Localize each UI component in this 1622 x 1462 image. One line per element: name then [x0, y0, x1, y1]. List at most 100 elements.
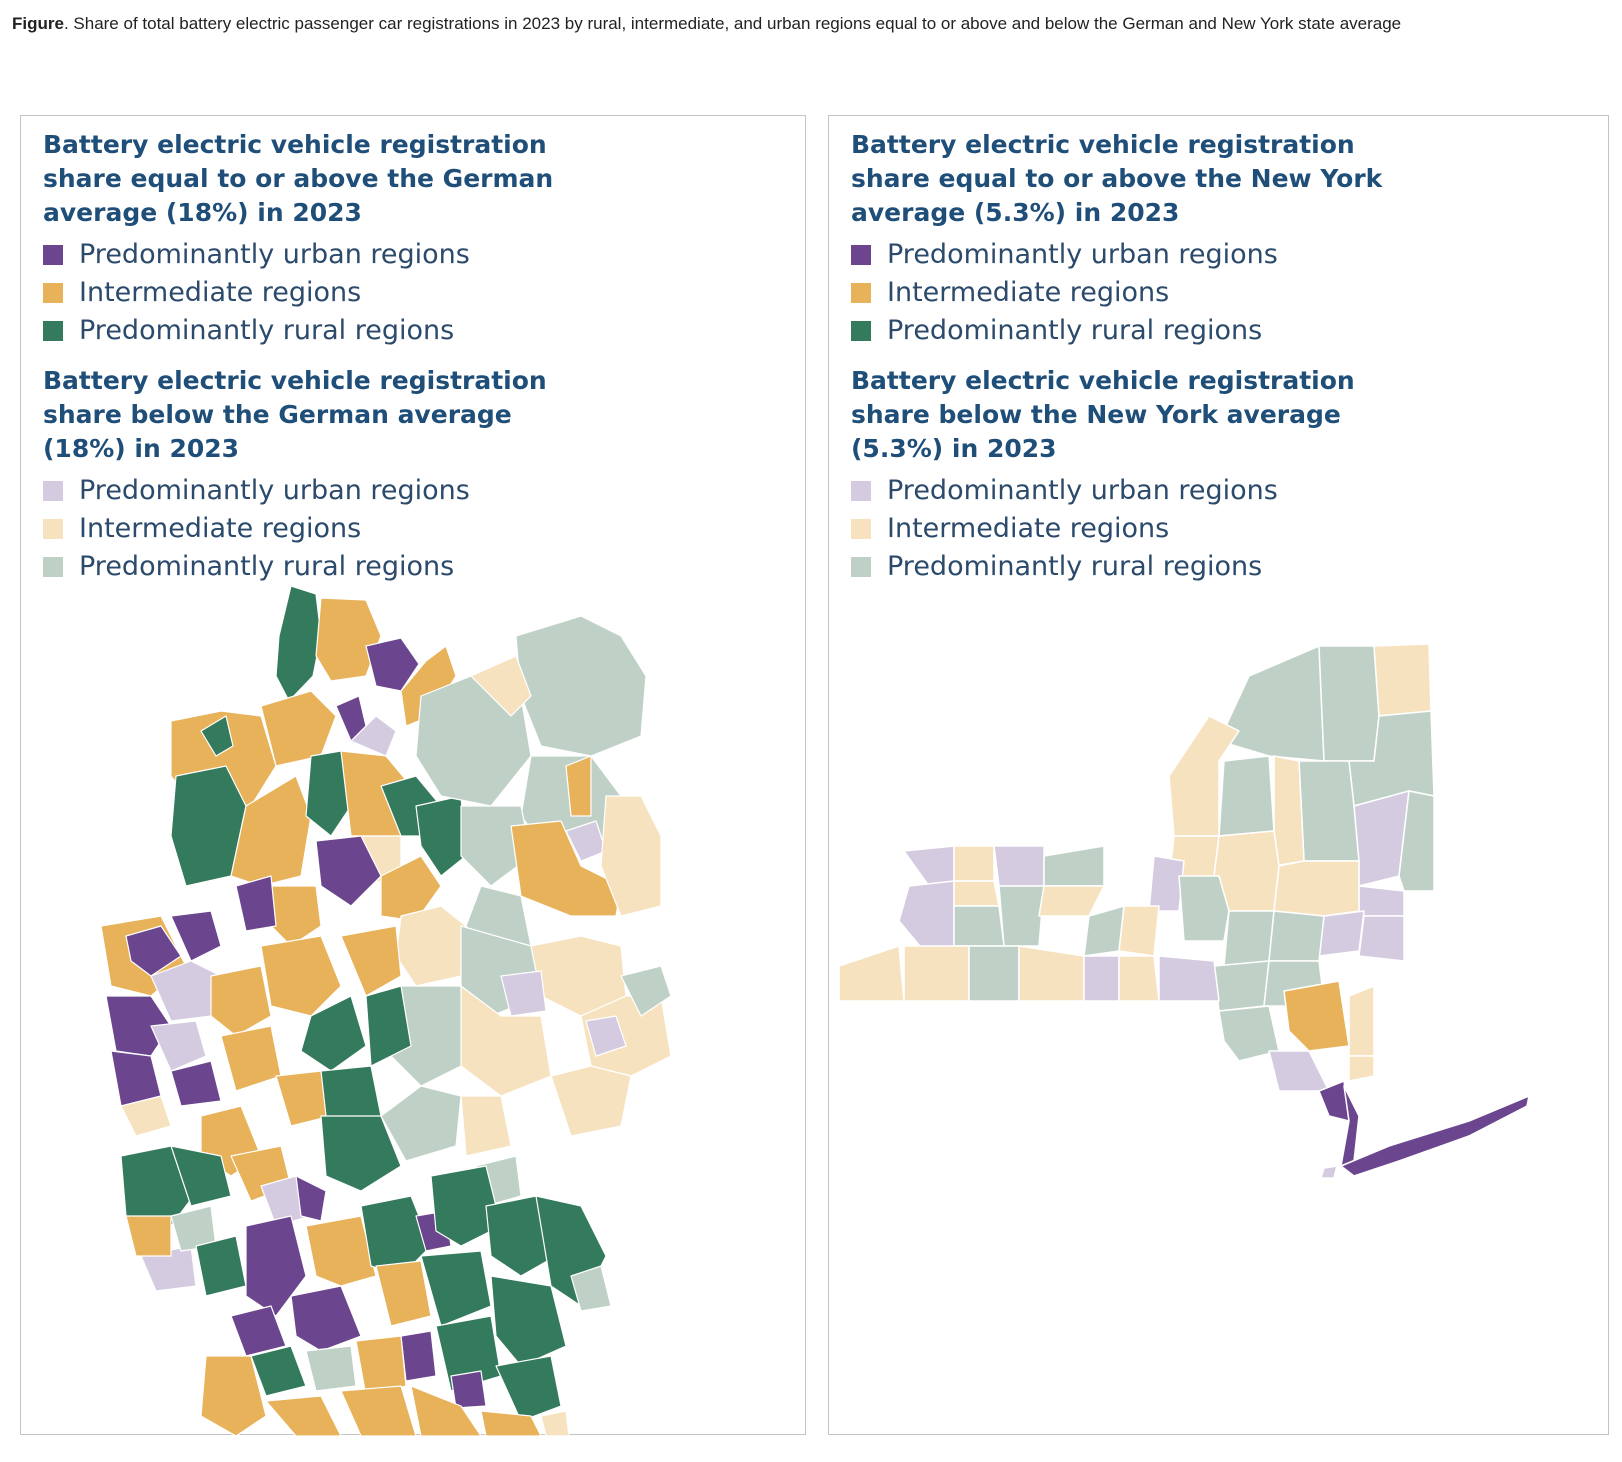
new-york-below-list: Predominantly urban regions Intermediate… — [851, 472, 1411, 586]
ny-county — [1118, 955, 1160, 1002]
ny-county — [968, 945, 1020, 1002]
ny-county — [953, 845, 995, 882]
intermediate-above-swatch — [43, 283, 63, 303]
rural-below-swatch — [43, 557, 63, 577]
de-region — [170, 1060, 222, 1107]
caption-text: . Share of total battery electric passen… — [63, 14, 1402, 33]
legend-item-urban-below: Predominantly urban regions — [43, 472, 603, 510]
legend-label: Intermediate regions — [887, 513, 1170, 544]
caption-label: Figure — [12, 14, 64, 33]
de-region — [340, 925, 402, 997]
ny-county — [1358, 885, 1405, 917]
legend-item-urban-above: Predominantly urban regions — [43, 236, 603, 274]
legend-label: Predominantly rural regions — [79, 315, 455, 346]
de-region — [395, 905, 467, 987]
de-region — [290, 1285, 362, 1352]
legend-item-intermediate-above: Intermediate regions — [851, 274, 1411, 312]
ny-county — [1148, 855, 1185, 912]
ny-county — [1158, 955, 1220, 1002]
de-region — [460, 1095, 512, 1157]
ny-county — [1348, 1055, 1375, 1082]
de-region — [565, 755, 592, 817]
ny-county — [1298, 760, 1360, 862]
de-region — [470, 655, 532, 717]
ny-county — [1358, 915, 1405, 962]
de-region — [120, 1095, 172, 1137]
de-region — [375, 1260, 432, 1327]
ny-county — [998, 885, 1045, 947]
de-region — [235, 875, 277, 932]
ny-county — [953, 905, 1005, 947]
de-region — [315, 597, 382, 682]
de-region — [515, 615, 647, 757]
de-region — [200, 1355, 267, 1436]
rural-above-swatch — [851, 321, 871, 341]
legend-item-rural-above: Predominantly rural regions — [851, 312, 1411, 350]
ny-county — [1218, 755, 1275, 837]
de-region — [260, 935, 342, 1017]
de-region — [305, 750, 352, 837]
rural-above-swatch — [43, 321, 63, 341]
ny-county — [1273, 860, 1360, 917]
de-region — [230, 1305, 287, 1357]
de-region — [365, 985, 412, 1067]
de-region — [380, 855, 442, 922]
de-region — [305, 1345, 357, 1392]
de-region — [320, 1115, 402, 1192]
legend-item-urban-below: Predominantly urban regions — [851, 472, 1411, 510]
intermediate-below-swatch — [43, 519, 63, 539]
ny-county — [1318, 645, 1380, 762]
de-region — [585, 1015, 627, 1057]
de-region — [490, 1275, 567, 1367]
de-region — [150, 1020, 207, 1072]
de-region — [315, 835, 382, 907]
ny-county — [1398, 790, 1435, 892]
ny-county — [1218, 645, 1325, 762]
de-region — [305, 1215, 377, 1287]
rural-below-swatch — [851, 557, 871, 577]
new-york-legend: Battery electric vehicle registration sh… — [851, 128, 1411, 600]
de-region — [340, 1385, 417, 1436]
de-region — [140, 1245, 197, 1292]
ny-county — [1273, 755, 1305, 867]
new-york-panel: Battery electric vehicle registration sh… — [828, 115, 1609, 1435]
new-york-below-title: Battery electric vehicle registration sh… — [851, 366, 1355, 463]
ny-county — [1083, 955, 1120, 1002]
de-region — [540, 1410, 570, 1436]
new-york-above-list: Predominantly urban regions Intermediate… — [851, 236, 1411, 350]
ny-county — [1348, 985, 1375, 1057]
de-region — [420, 1250, 492, 1327]
de-region — [265, 1395, 342, 1436]
legend-label: Predominantly rural regions — [79, 551, 455, 582]
legend-item-rural-below: Predominantly rural regions — [851, 548, 1411, 586]
de-region — [170, 1145, 232, 1207]
intermediate-below-swatch — [851, 519, 871, 539]
de-region — [200, 715, 234, 757]
germany-below-list: Predominantly urban regions Intermediate… — [43, 472, 603, 586]
de-region — [210, 965, 272, 1037]
germany-map — [100, 585, 672, 1436]
urban-below-swatch — [43, 481, 63, 501]
de-region — [570, 1265, 612, 1312]
de-region — [125, 1215, 172, 1257]
ny-county — [953, 880, 1000, 907]
legend-label: Predominantly rural regions — [887, 551, 1263, 582]
ny-county — [1043, 845, 1105, 887]
urban-below-swatch — [851, 481, 871, 501]
de-region — [620, 965, 672, 1017]
de-region — [275, 585, 322, 702]
de-region — [480, 1410, 542, 1436]
legend-label: Predominantly rural regions — [887, 315, 1263, 346]
de-region — [170, 910, 222, 962]
legend-item-intermediate-below: Intermediate regions — [851, 510, 1411, 548]
new-york-map — [838, 643, 1530, 1179]
legend-label: Intermediate regions — [79, 513, 362, 544]
legend-label: Intermediate regions — [887, 277, 1170, 308]
de-region — [400, 645, 457, 727]
de-region — [125, 925, 182, 977]
ny-county — [1268, 1050, 1330, 1092]
ny-county — [1223, 910, 1275, 967]
legend-label: Predominantly urban regions — [79, 239, 470, 270]
legend-item-urban-above: Predominantly urban regions — [851, 236, 1411, 274]
de-region — [300, 995, 367, 1072]
